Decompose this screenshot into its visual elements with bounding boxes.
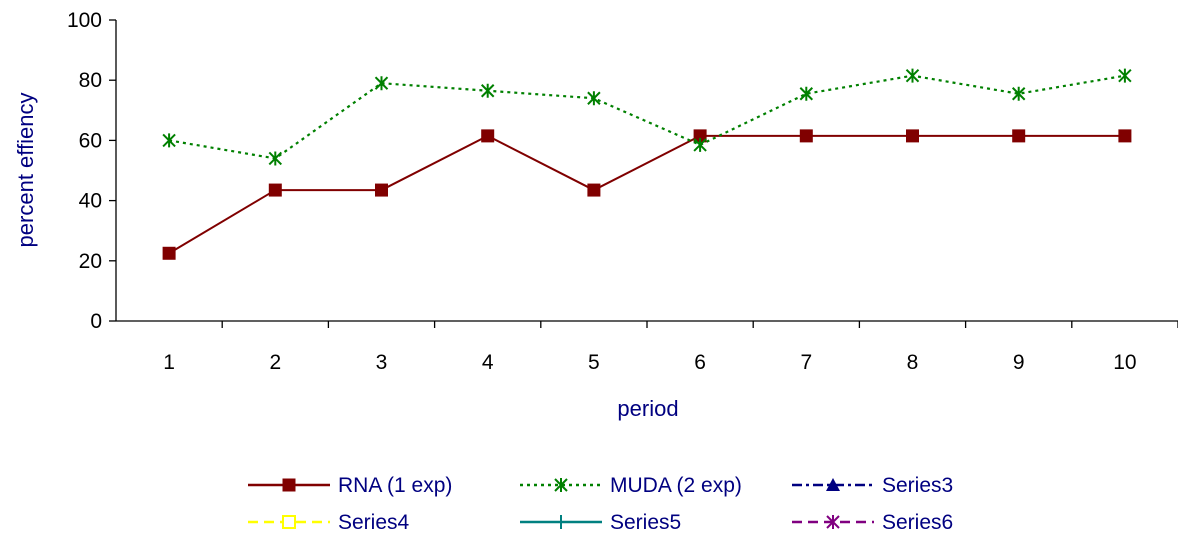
x-tick-label: 5 (588, 351, 600, 374)
data-point (374, 76, 389, 91)
data-point (268, 151, 283, 166)
series-line (168, 74, 1126, 160)
data-point (906, 129, 919, 143)
legend-marker (282, 478, 296, 492)
y-tick-labels: 0 20 40 60 80 100 (67, 9, 102, 333)
x-tick-labels: 1 2 3 4 5 6 7 8 9 10 (163, 351, 1136, 374)
y-tick-label: 100 (67, 9, 102, 32)
axes (109, 19, 1178, 328)
legend-item: MUDA (2 exp) (520, 474, 742, 497)
data-point (480, 83, 495, 98)
legend-label: Series6 (882, 511, 953, 534)
data-point (799, 129, 813, 143)
x-tick-label: 8 (907, 351, 919, 374)
series-1 (162, 129, 1132, 260)
legend-label: MUDA (2 exp) (610, 474, 742, 497)
legend-item: Series4 (248, 511, 410, 534)
data-point (162, 133, 176, 148)
legend-label: Series5 (610, 511, 681, 534)
data-point (587, 91, 601, 106)
x-tick-label: 1 (163, 351, 175, 374)
y-tick-label: 60 (79, 129, 102, 152)
series-layer (162, 68, 1132, 260)
legend-marker (826, 478, 840, 491)
series-line (168, 134, 1125, 255)
x-tick-label: 4 (482, 351, 494, 374)
legend-marker (826, 515, 840, 529)
data-point (905, 68, 920, 83)
x-tick-label: 9 (1013, 351, 1025, 374)
y-tick-label: 20 (79, 250, 102, 273)
legend-label: Series3 (882, 474, 953, 497)
legend-label: RNA (1 exp) (338, 474, 452, 497)
legend-marker (554, 515, 568, 529)
legend-item: RNA (1 exp) (248, 474, 452, 497)
y-axis-label: percent effiency (13, 93, 38, 248)
x-tick-label: 2 (269, 351, 281, 374)
data-point (1118, 68, 1132, 83)
legend: RNA (1 exp) MUDA (2 exp) Series3 Series4 Ser… (248, 474, 953, 534)
y-tick-label: 40 (79, 190, 102, 213)
y-tick-label: 0 (90, 310, 102, 333)
x-tick-label: 10 (1113, 351, 1136, 374)
data-point (799, 86, 814, 101)
data-point (1012, 129, 1026, 143)
data-point (481, 129, 495, 143)
data-point (268, 183, 282, 197)
data-point (1118, 129, 1132, 143)
data-point (375, 183, 388, 197)
x-tick-label: 6 (694, 351, 706, 374)
x-tick-label: 7 (800, 351, 812, 374)
legend-label: Series4 (338, 511, 410, 534)
legend-item: Series6 (792, 511, 953, 534)
legend-item: Series5 (520, 511, 681, 534)
series-2 (162, 68, 1132, 166)
x-tick-label: 3 (376, 351, 388, 374)
x-axis-label: period (617, 396, 678, 421)
legend-marker (554, 478, 568, 492)
data-point (162, 246, 176, 260)
y-tick-label: 80 (79, 69, 102, 92)
legend-marker (282, 515, 296, 529)
data-point (587, 183, 601, 197)
data-point (693, 129, 707, 143)
legend-item: Series3 (792, 474, 953, 497)
data-point (1011, 86, 1026, 101)
data-point (693, 137, 707, 152)
